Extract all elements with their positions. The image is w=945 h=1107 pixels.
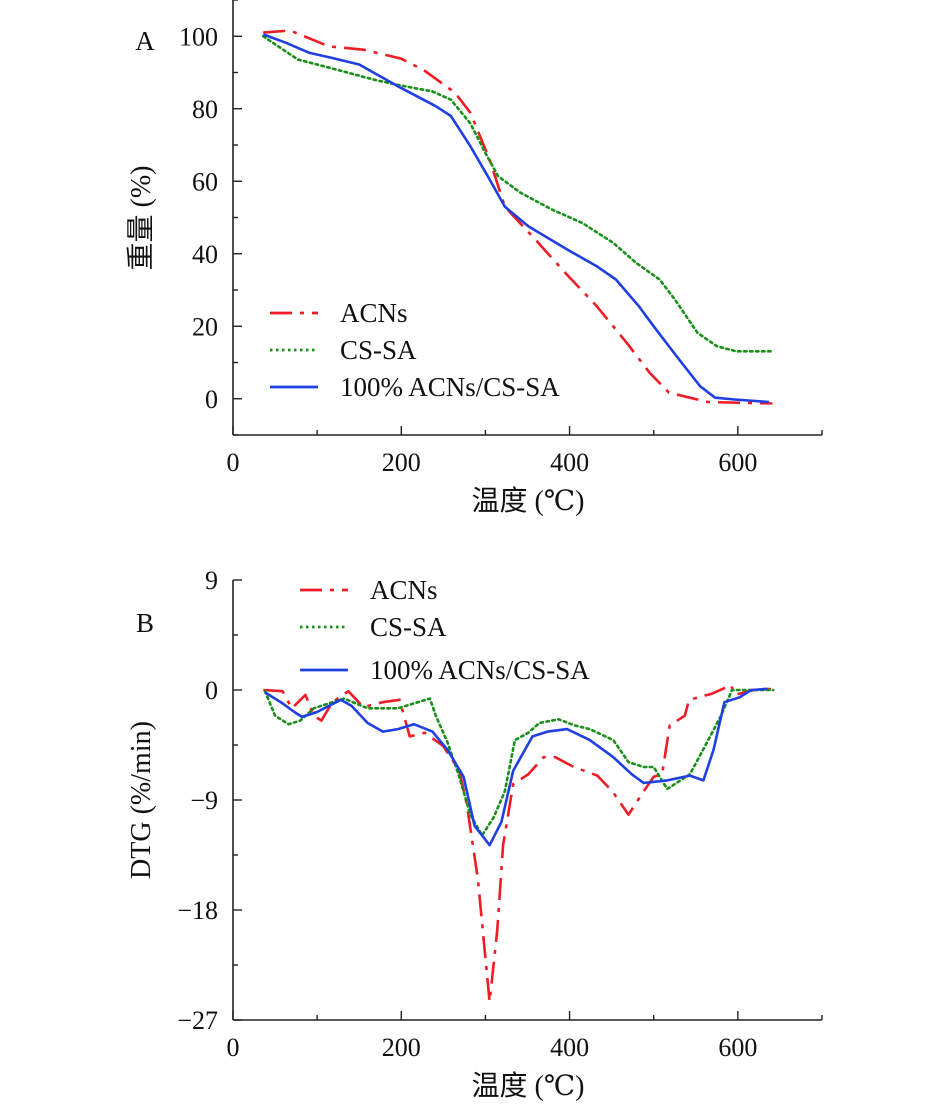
- series-line-cs-sa: [262, 35, 772, 353]
- y-tick-label: −18: [177, 896, 218, 925]
- y-tick-label: −9: [190, 786, 218, 815]
- legend-label: 100% ACNs/CS-SA: [370, 655, 590, 685]
- y-tick-label: 40: [192, 240, 218, 269]
- y-tick-label: 100: [179, 22, 218, 51]
- y-tick-label: 20: [192, 312, 218, 341]
- y-tick-label: 80: [192, 95, 218, 124]
- y-axis-label: 重量 (%): [125, 166, 157, 271]
- legend-label: ACNs: [340, 298, 408, 328]
- x-tick-label: 0: [227, 448, 240, 477]
- panel-label: B: [136, 608, 154, 638]
- legend-label: ACNs: [370, 575, 438, 605]
- x-tick-label: 400: [550, 1033, 589, 1062]
- panel-b: 0 200 400 600 9 0 −9 −18 −27 B 温度 (℃) DTG (%/min) AC…: [126, 566, 823, 1102]
- x-tick-label: 600: [718, 1033, 757, 1062]
- x-tick-label: 200: [382, 1033, 421, 1062]
- y-axis-label: DTG (%/min): [126, 721, 157, 879]
- x-axis-label: 温度 (℃): [472, 485, 585, 517]
- panel-a: 0 200 400 600 0 20 40 60 80 100 A 温度 (℃) 重量 (%) ACNs C…: [125, 0, 823, 517]
- panel-label: A: [135, 26, 155, 56]
- series-line-acns: [263, 683, 774, 1003]
- x-tick-label: 0: [227, 1033, 240, 1062]
- x-tick-label: 200: [382, 448, 421, 477]
- series-line-100-acns-cs-sa: [264, 687, 768, 847]
- series-line-acns: [263, 29, 773, 405]
- y-tick-label: 0: [205, 385, 218, 414]
- legend-label: CS-SA: [340, 335, 417, 365]
- x-axis-label: 温度 (℃): [472, 1070, 585, 1102]
- y-tick-label: −27: [177, 1006, 218, 1035]
- series-line-100-acns-cs-sa: [262, 33, 770, 404]
- legend-label: 100% ACNs/CS-SA: [340, 372, 560, 402]
- y-tick-label: 0: [205, 676, 218, 705]
- legend-label: CS-SA: [370, 612, 447, 642]
- y-tick-label: 60: [192, 167, 218, 196]
- x-tick-label: 600: [718, 448, 757, 477]
- y-tick-label: 9: [205, 566, 218, 595]
- x-tick-label: 400: [550, 448, 589, 477]
